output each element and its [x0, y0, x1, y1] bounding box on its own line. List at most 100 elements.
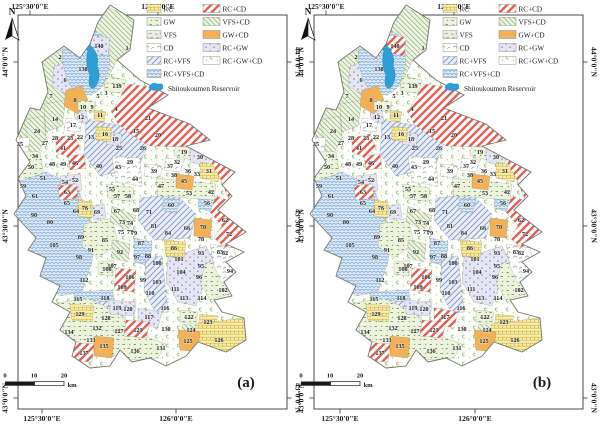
region-number: 39 [447, 168, 453, 175]
legend-label: RC+VFS [460, 57, 487, 65]
legend-swatch-rc-cd [202, 4, 221, 13]
region-number: 109 [413, 284, 422, 291]
region-number: 117 [145, 314, 154, 321]
legend-swatch-rc-cd [498, 4, 517, 13]
region-number: 25 [412, 145, 418, 152]
region-number: 63 [64, 189, 70, 196]
region-number: 127 [410, 328, 419, 335]
region-number: 98 [372, 254, 378, 261]
region-number: 44 [132, 176, 138, 183]
region-number: 68 [429, 207, 435, 214]
watershed-map-b: 125°30'0"E126°0'0"E125°30'0"E126°0'0"E44… [297, 2, 599, 423]
region-patch [163, 157, 185, 173]
legend-label: RC+VFS+CD [460, 70, 501, 78]
region-number: 139 [408, 83, 417, 90]
region-number: 22 [77, 134, 83, 141]
scale-tick-label: 10 [327, 373, 334, 380]
region-number: 123 [203, 319, 212, 326]
region-number: 45 [181, 178, 187, 185]
region-patch [359, 117, 379, 133]
region-number: 87 [434, 240, 440, 247]
region-number: 121 [133, 327, 142, 334]
legend-label: RC+GW+CD [519, 57, 559, 65]
region-number: 59 [20, 183, 26, 190]
region-number: 94 [227, 268, 233, 275]
legend-label: CD [460, 44, 470, 52]
region-patch [165, 245, 215, 307]
region-patch [365, 303, 391, 323]
region-patch [63, 117, 83, 133]
region-number: 79 [131, 230, 137, 237]
region-number: 66 [184, 225, 190, 232]
watershed-boundary [13, 4, 247, 369]
region-number: 79 [427, 230, 433, 237]
region-patch [405, 205, 433, 231]
region-number: 97 [134, 254, 140, 261]
region-number: 111 [171, 286, 180, 293]
region-number: 49 [60, 161, 66, 168]
region-number: 69 [390, 209, 396, 216]
region-number: 53 [482, 190, 488, 197]
region-patch [401, 183, 431, 203]
region-number: 116 [457, 305, 466, 312]
region-number: 91 [384, 247, 390, 254]
region-number: 52 [368, 177, 374, 184]
lon-label-top: 125°30'0"E [11, 2, 48, 11]
legend-swatch-gw [442, 17, 458, 26]
scale-bar-black [301, 381, 331, 386]
watershed-regions [310, 5, 542, 368]
legend-swatch-vfs [146, 30, 162, 39]
legend-label: RC+VFS+CD [164, 70, 205, 78]
region-number: 98 [76, 254, 82, 261]
region-number: 74 [423, 220, 429, 227]
region-patch [419, 319, 447, 339]
region-patch [389, 109, 403, 123]
legend-swatch-rc-vfs-cd [442, 69, 458, 78]
region-number: 54 [358, 179, 364, 186]
region-number: 23 [67, 135, 73, 142]
region-number: 62 [222, 217, 228, 224]
legend-swatch-rc [146, 4, 162, 13]
region-patch [95, 125, 113, 143]
region-number: 31 [502, 168, 508, 175]
legend-swatch-gw-cd [498, 30, 517, 39]
region-number: 11 [393, 112, 399, 119]
region-number: 70 [496, 224, 502, 231]
legend-swatch-rc-vfs-cd [146, 69, 162, 78]
region-patch [97, 259, 115, 277]
region-patch [93, 335, 115, 359]
region-number: 138 [374, 66, 383, 73]
region-number: 56 [204, 200, 210, 207]
region-number: 104 [176, 269, 185, 276]
region-patch [363, 153, 383, 171]
region-number: 13 [88, 134, 94, 141]
region-number: 18 [112, 136, 118, 143]
region-number: 112 [376, 277, 385, 284]
region-number: 89 [78, 234, 84, 241]
region-number: 99 [140, 277, 146, 284]
region-patch [439, 163, 459, 179]
region-number: 7 [345, 93, 348, 100]
legend-swatch-rc-vfs [146, 56, 162, 65]
region-number: 12 [374, 114, 380, 121]
region-number: 34 [32, 153, 38, 160]
region-patch [111, 239, 131, 263]
region-number: 40 [392, 163, 398, 170]
region-number: 2 [354, 54, 357, 61]
region-number: 29 [423, 159, 429, 166]
region-number: 116 [161, 305, 170, 312]
region-number: 40 [96, 163, 102, 170]
region-number: 93 [494, 250, 500, 257]
region-number: 78 [494, 236, 500, 243]
region-number: 30 [493, 154, 499, 161]
region-number: 92 [117, 249, 123, 256]
region-patch [391, 125, 409, 143]
region-number: 17 [366, 122, 372, 129]
lat-label-right: 43°0'0"N [294, 383, 301, 414]
legend-swatch-rc-gw [202, 43, 221, 52]
region-number: 138 [78, 66, 87, 73]
region-patch [489, 217, 509, 239]
scale-unit: km [68, 382, 78, 389]
lat-label-right: 44°0'0"N [294, 47, 301, 78]
